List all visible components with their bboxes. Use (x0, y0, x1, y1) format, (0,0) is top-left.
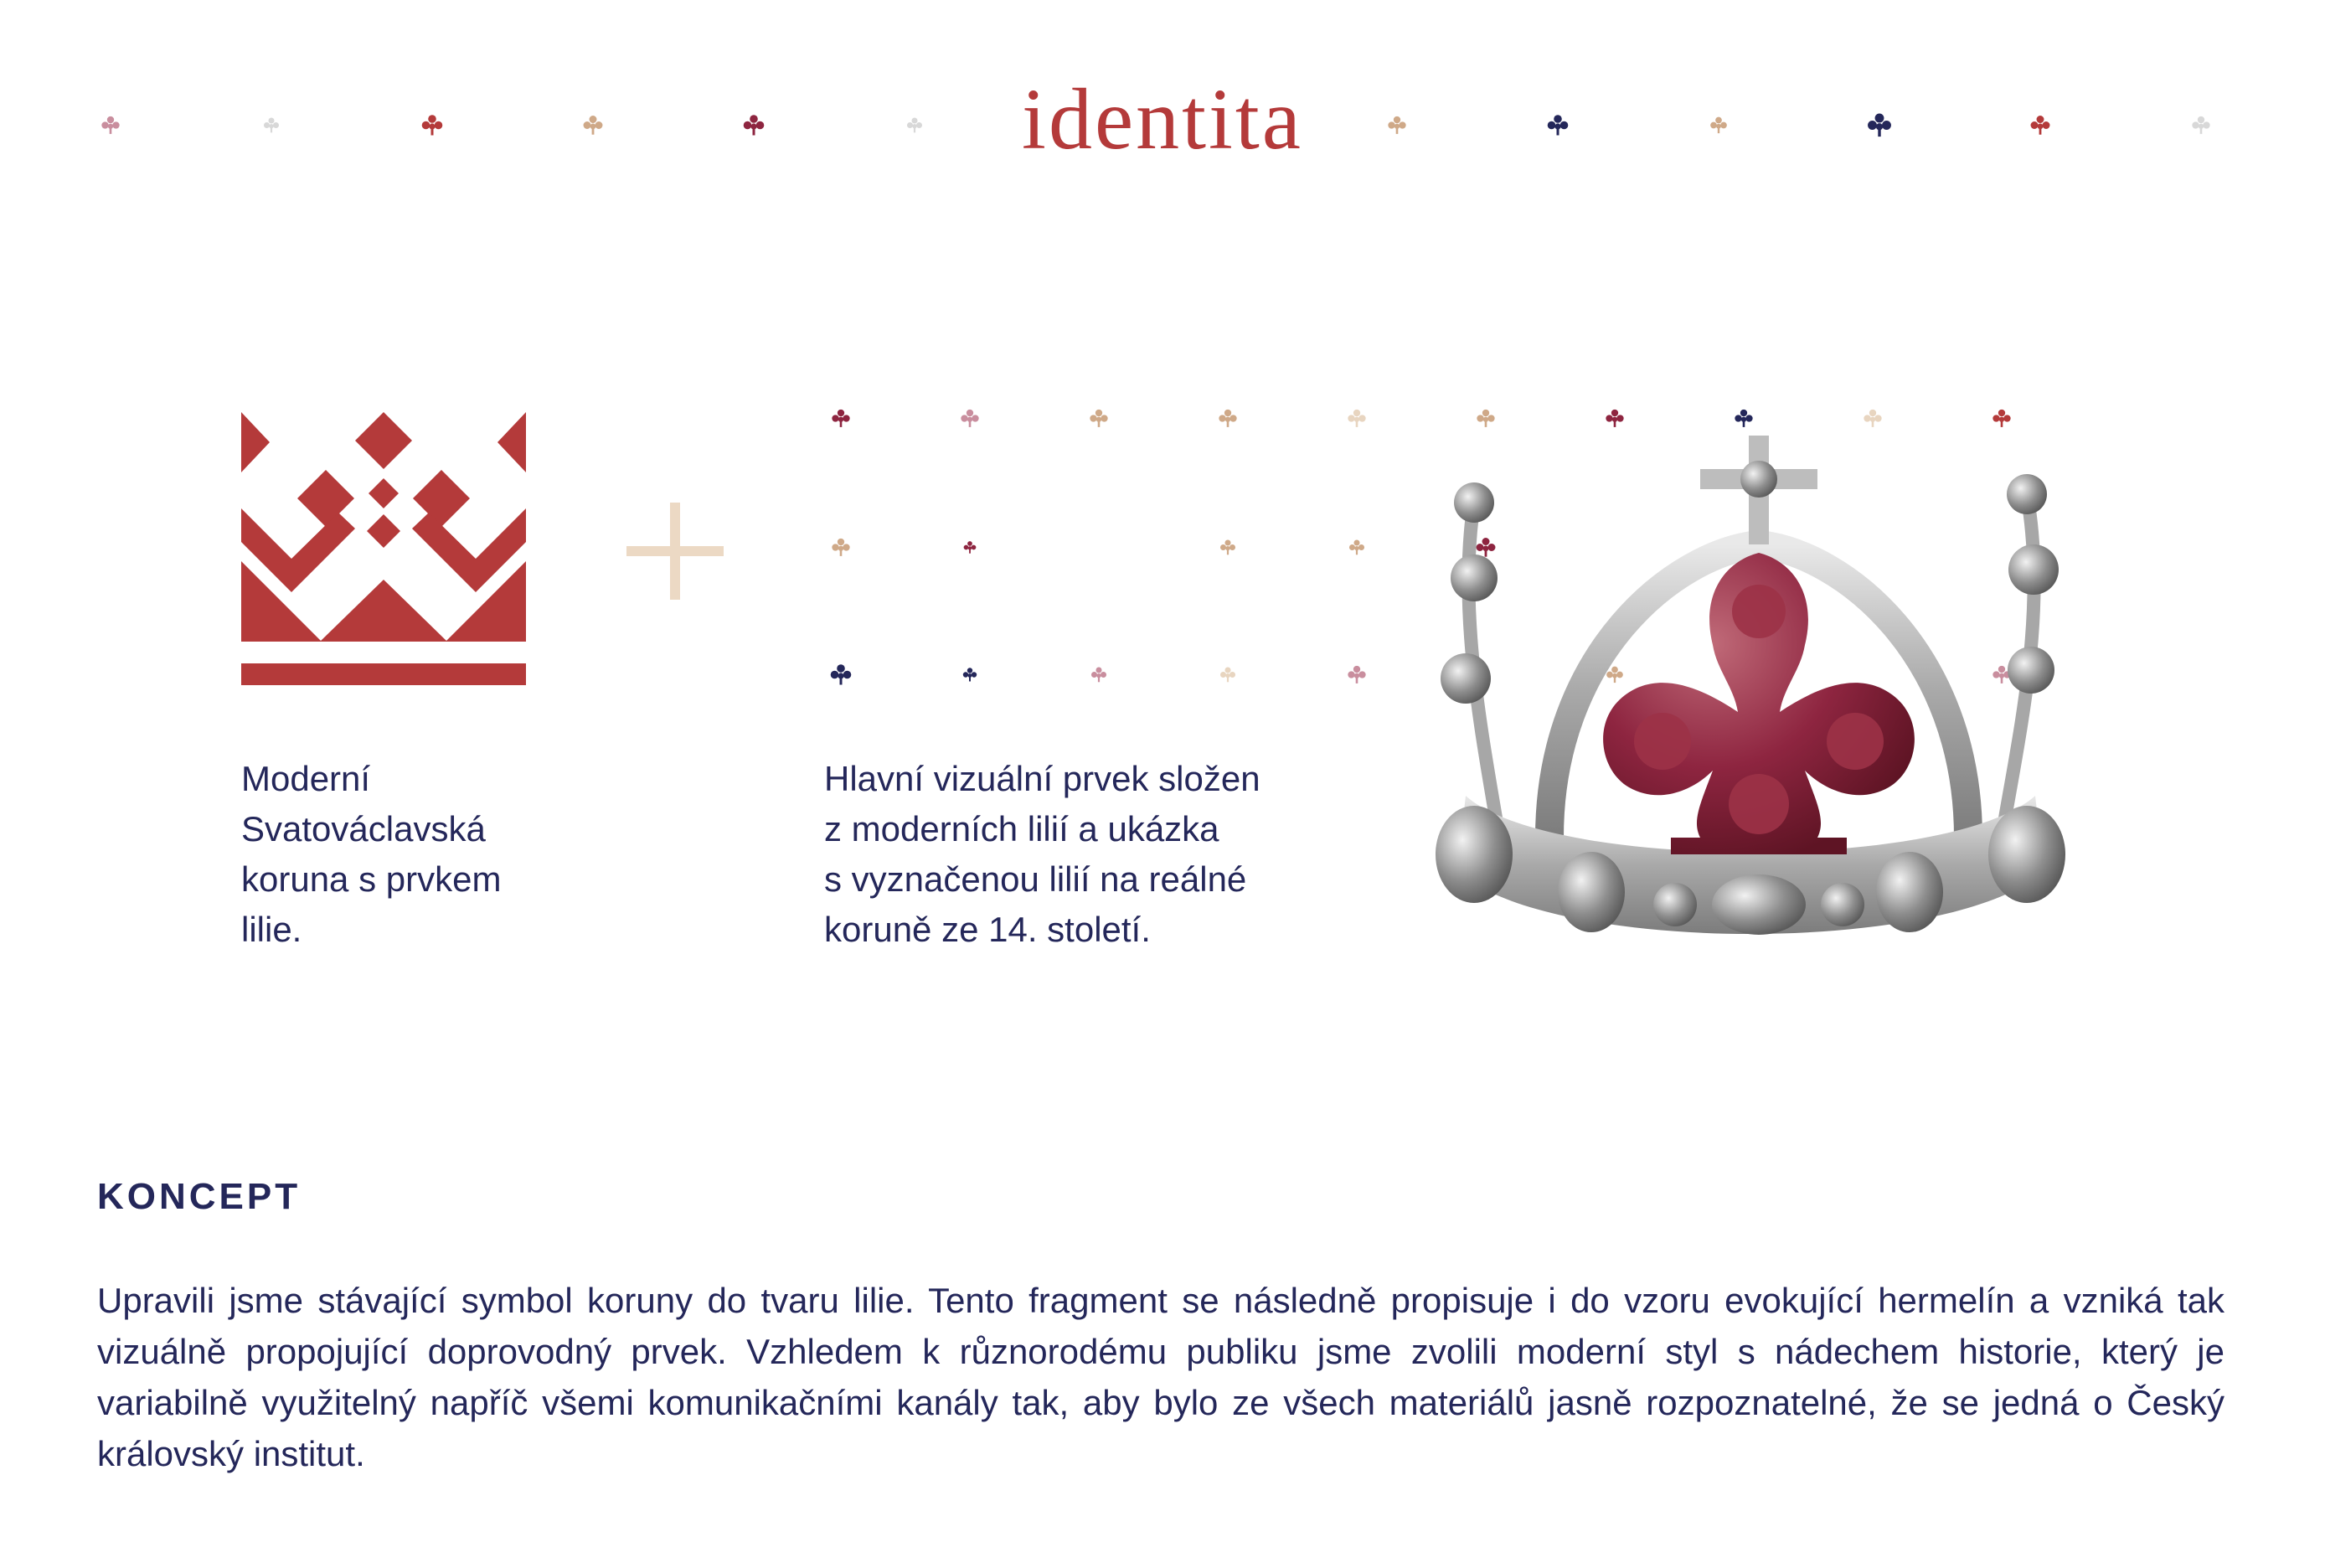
lily-icon (262, 116, 281, 139)
lily-icon (1862, 408, 1884, 434)
lily-icon (1733, 408, 1755, 434)
lily-icon (959, 408, 981, 434)
lily-icon (1991, 408, 2013, 434)
logo-caption: Moderní Svatováclavská koruna s prvkem l… (241, 759, 502, 949)
lily-icon (1346, 408, 1368, 434)
lily-icon (1709, 116, 1729, 140)
lily-icon (1219, 666, 1237, 689)
title-band (997, 67, 1328, 176)
lily-icon (962, 540, 977, 560)
concept-text: Upravili jsme stávající symbol koruny do… (97, 1281, 2224, 1473)
lily-icon (1475, 408, 1497, 434)
lily-icon (2029, 114, 2052, 142)
pattern-caption: Hlavní vizuální prvek složen z moderních… (824, 759, 1260, 949)
lily-icon (830, 537, 852, 563)
lily-icon (1090, 666, 1108, 689)
lily-icon (1545, 113, 1570, 142)
lily-icon (581, 114, 605, 142)
crown-logo-icon (241, 412, 526, 685)
lily-icon (1604, 408, 1626, 434)
lily-icon (1348, 539, 1366, 561)
lily-icon (961, 667, 978, 688)
page-title: identita (1022, 71, 1303, 168)
historical-crown-photo-icon (1436, 436, 2065, 935)
lily-icon (420, 113, 445, 142)
lily-icon (905, 116, 924, 139)
lily-icon (1865, 111, 1894, 144)
lily-icon (100, 115, 121, 141)
lily-icon (1346, 664, 1368, 690)
lily-icon (1219, 539, 1237, 561)
lily-icon (828, 663, 853, 692)
lily-icon (1605, 665, 1625, 689)
concept-heading: KONCEPT (97, 1176, 302, 1217)
lily-icon (741, 113, 766, 142)
lily-icon (2190, 115, 2212, 141)
lily-icon (830, 408, 852, 434)
lily-icon (1474, 536, 1498, 564)
lily-icon (1386, 115, 1408, 141)
lily-icon (1217, 408, 1239, 434)
lily-icon (1088, 408, 1110, 434)
plus-icon (626, 503, 724, 600)
